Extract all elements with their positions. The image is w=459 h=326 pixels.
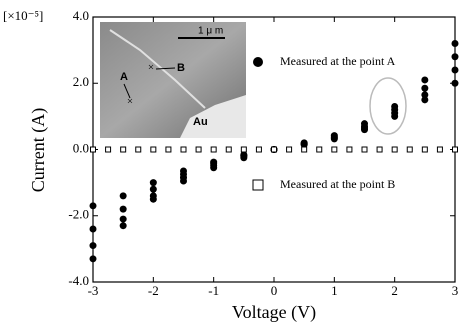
point [347,147,352,152]
point [180,168,187,175]
point [181,147,186,152]
point [90,242,97,249]
chart: 1 μ m A B Au × × [×10⁻⁵] Current (A) Vol… [0,0,459,326]
highlight-ellipse [370,78,406,134]
inset-scale-label: 1 μ m [198,26,223,37]
point [452,67,459,74]
point [106,147,111,152]
point [452,40,459,47]
y-tick-label: 2.0 [73,74,89,89]
y-tick-label: -2.0 [68,207,89,222]
x-axis-label: Voltage (V) [232,302,316,323]
point [241,147,246,152]
point [121,147,126,152]
point [453,147,458,152]
x-tick-label: 0 [271,283,278,298]
x-tick-label: 3 [452,283,459,298]
point [226,147,231,152]
point [317,147,322,152]
point [90,226,97,233]
point [377,147,382,152]
point [452,80,459,87]
point [437,147,442,152]
inset-label: Au [193,116,208,128]
y-axis-label: Current (A) [28,108,49,192]
point [150,192,157,199]
point [150,179,157,186]
point [210,159,217,166]
inset-label: A [120,71,128,83]
point [120,206,127,213]
point [91,147,96,152]
x-tick-label: -2 [148,283,159,298]
point [287,147,292,152]
point [120,222,127,229]
point [407,147,412,152]
inset-point-marker: × [148,62,154,74]
legend-label: Measured at the point B [280,177,395,191]
point [256,147,261,152]
y-tick-label: -4.0 [68,273,89,288]
point [421,96,428,103]
point [120,216,127,223]
y-multiplier: [×10⁻⁵] [3,8,43,23]
point [421,76,428,83]
point [392,147,397,152]
point [166,147,171,152]
x-tick-label: 2 [391,283,398,298]
point [211,147,216,152]
legend-marker [253,57,263,67]
x-tick-label: -1 [208,283,219,298]
point [136,147,141,152]
legend-marker [253,180,263,190]
point [452,53,459,60]
y-tick-label: 0.0 [73,140,89,155]
x-tick-label: -3 [88,283,99,298]
point [150,186,157,193]
point [196,147,201,152]
x-tick-label: 1 [331,283,338,298]
point [90,255,97,262]
point [272,147,277,152]
point [332,147,337,152]
point [391,113,398,120]
point [90,202,97,209]
point [361,126,368,133]
point [302,147,307,152]
page: 1 μ m A B Au × × [×10⁻⁵] Current (A) Vol… [0,0,459,326]
point [362,147,367,152]
point [120,192,127,199]
inset: 1 μ m A B Au × × [100,22,246,138]
y-tick-label: 4.0 [73,8,89,23]
inset-label: B [177,62,185,74]
point [421,85,428,92]
point [422,147,427,152]
point [331,135,338,142]
point [151,147,156,152]
legend-label: Measured at the point A [280,54,396,68]
